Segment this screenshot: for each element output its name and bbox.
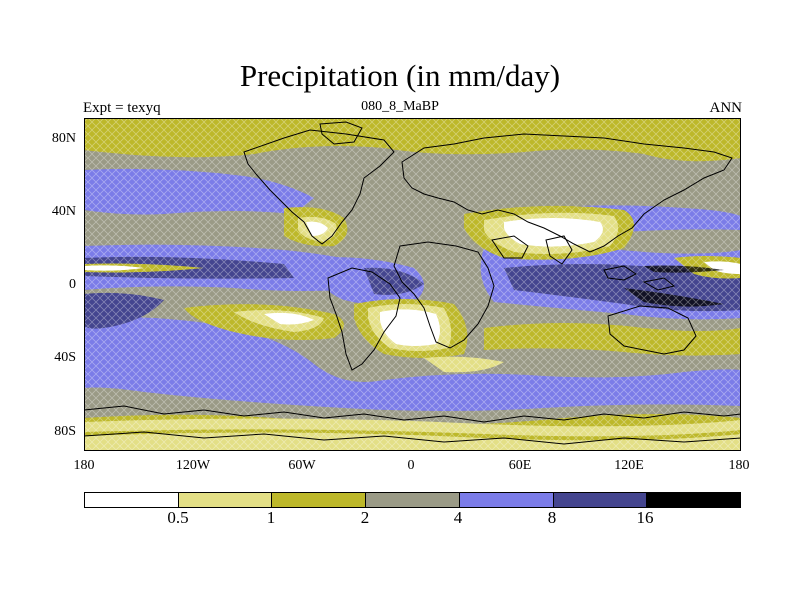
y-tick-label: 0 — [69, 277, 76, 292]
colorbar-label: 0.5 — [167, 508, 189, 527]
colorbar-box — [272, 493, 367, 507]
colorbar-label: 4 — [453, 508, 463, 527]
x-tick-label: 120W — [175, 458, 211, 473]
x-tick-label: 180 — [73, 458, 95, 473]
x-tick-label: 60E — [508, 458, 532, 473]
colorbar-label: 16 — [636, 508, 654, 527]
colorbar-box — [647, 493, 741, 507]
season-label: ANN — [709, 100, 743, 116]
y-tick-label: 80S — [54, 424, 76, 439]
plot-title: Precipitation (in mm/day) — [239, 58, 561, 93]
colorbar-label: 1 — [266, 508, 276, 527]
colorbar — [84, 492, 741, 508]
colorbar-box — [366, 493, 460, 507]
y-tick-label: 80N — [51, 131, 76, 146]
x-tick-label: 0 — [407, 458, 415, 473]
precipitation-map — [84, 118, 741, 451]
experiment-label: Expt = texyq — [83, 100, 161, 116]
colorbar-box — [85, 493, 179, 507]
y-tick-label: 40N — [51, 204, 76, 219]
colorbar-box — [459, 493, 554, 507]
x-tick-label: 180 — [728, 458, 750, 473]
y-tick-label: 40S — [54, 350, 76, 365]
colorbar-box — [553, 493, 648, 507]
colorbar-box — [178, 493, 273, 507]
period-label: 080_8_MaBP — [361, 99, 439, 114]
x-tick-label: 120E — [614, 458, 644, 473]
colorbar-label: 8 — [547, 508, 557, 527]
colorbar-label: 2 — [360, 508, 370, 527]
x-tick-label: 60W — [288, 458, 316, 473]
